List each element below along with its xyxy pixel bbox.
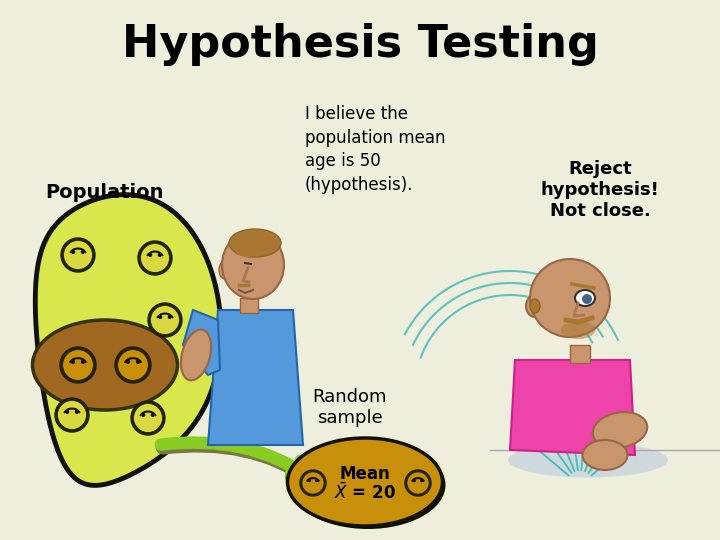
Ellipse shape bbox=[229, 229, 281, 257]
Circle shape bbox=[63, 240, 92, 269]
Circle shape bbox=[81, 250, 85, 254]
Circle shape bbox=[308, 479, 311, 482]
Circle shape bbox=[140, 244, 169, 273]
Text: Random
sample: Random sample bbox=[312, 388, 387, 427]
Bar bbox=[570, 345, 590, 363]
Circle shape bbox=[315, 479, 318, 482]
Circle shape bbox=[158, 315, 162, 319]
Circle shape bbox=[148, 303, 182, 337]
Text: Population: Population bbox=[45, 184, 163, 202]
Circle shape bbox=[58, 401, 86, 429]
Circle shape bbox=[71, 250, 76, 254]
Circle shape bbox=[131, 401, 165, 435]
Circle shape bbox=[302, 472, 324, 494]
Circle shape bbox=[136, 360, 140, 364]
Polygon shape bbox=[510, 360, 635, 455]
Ellipse shape bbox=[560, 321, 595, 339]
Circle shape bbox=[407, 472, 429, 494]
Circle shape bbox=[63, 350, 94, 380]
Circle shape bbox=[60, 347, 96, 383]
Ellipse shape bbox=[181, 329, 211, 380]
Ellipse shape bbox=[575, 290, 595, 306]
Circle shape bbox=[158, 253, 162, 257]
Circle shape bbox=[126, 360, 130, 364]
Polygon shape bbox=[208, 310, 303, 445]
Ellipse shape bbox=[219, 261, 231, 279]
Text: Hypothesis Testing: Hypothesis Testing bbox=[122, 24, 598, 66]
Circle shape bbox=[168, 315, 172, 319]
Circle shape bbox=[66, 410, 69, 414]
Ellipse shape bbox=[287, 438, 443, 526]
Ellipse shape bbox=[530, 259, 610, 337]
Text: Mean: Mean bbox=[340, 465, 390, 483]
Ellipse shape bbox=[530, 299, 540, 313]
Circle shape bbox=[71, 360, 75, 364]
Ellipse shape bbox=[32, 320, 178, 410]
Circle shape bbox=[420, 479, 423, 482]
Text: Reject
hypothesis!
Not close.: Reject hypothesis! Not close. bbox=[541, 160, 660, 220]
Circle shape bbox=[148, 253, 153, 257]
Text: I believe the
population mean
age is 50
(hypothesis).: I believe the population mean age is 50 … bbox=[305, 105, 446, 194]
Ellipse shape bbox=[222, 231, 284, 299]
PathPatch shape bbox=[35, 194, 221, 485]
Circle shape bbox=[115, 347, 151, 383]
Circle shape bbox=[141, 413, 145, 417]
Circle shape bbox=[138, 241, 172, 275]
Ellipse shape bbox=[290, 441, 446, 529]
Bar bbox=[240, 298, 258, 313]
Circle shape bbox=[133, 403, 163, 433]
Polygon shape bbox=[183, 310, 220, 375]
Circle shape bbox=[150, 413, 155, 417]
Circle shape bbox=[413, 479, 416, 482]
Circle shape bbox=[405, 470, 431, 496]
Ellipse shape bbox=[526, 295, 544, 317]
Circle shape bbox=[150, 306, 179, 334]
Circle shape bbox=[61, 238, 95, 272]
Circle shape bbox=[300, 470, 326, 496]
Circle shape bbox=[582, 294, 592, 304]
Ellipse shape bbox=[593, 412, 647, 448]
Ellipse shape bbox=[582, 440, 628, 470]
Circle shape bbox=[55, 398, 89, 432]
Circle shape bbox=[75, 410, 78, 414]
Circle shape bbox=[117, 350, 148, 380]
Text: $\bar{X}$ = 20: $\bar{X}$ = 20 bbox=[334, 483, 396, 503]
Circle shape bbox=[81, 360, 85, 364]
Ellipse shape bbox=[508, 442, 668, 477]
